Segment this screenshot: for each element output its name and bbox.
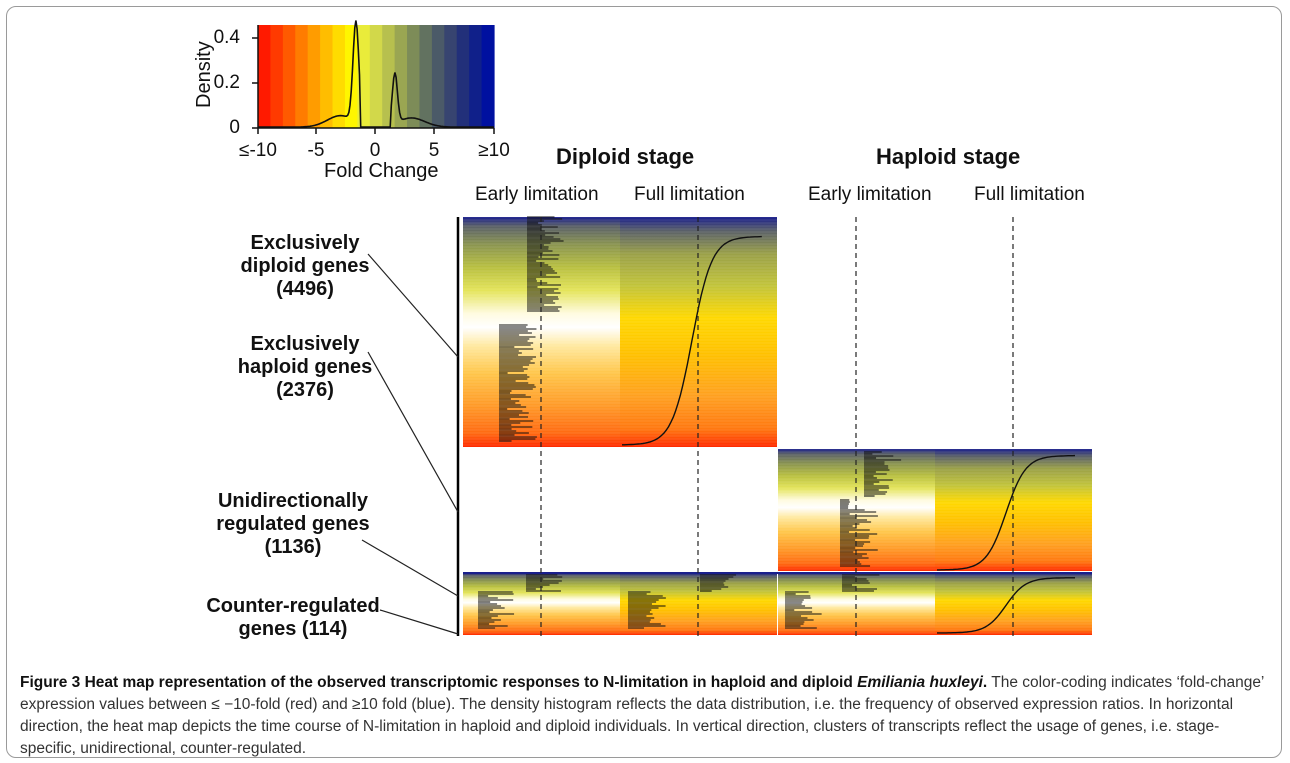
haploid-early-header: Early limitation [808,184,932,206]
scale-strip [432,25,445,128]
xtick-neg5: -5 [308,140,325,162]
scale-strip [333,25,346,128]
scale-strip [407,25,420,128]
scale-strip [270,25,283,128]
scale-strip [482,25,495,128]
haploid-stage-header: Haploid stage [876,144,1020,170]
density-xlabel: Fold Change [324,160,439,183]
scale-strip [469,25,482,128]
figure-caption: Figure 3 Heat map representation of the … [20,672,1270,760]
cluster-label-counter: Counter-regulated genes (114) [188,595,398,641]
scale-strip [320,25,333,128]
xtick-5: 5 [429,140,440,162]
scale-strip [308,25,321,128]
scale-strip [283,25,296,128]
ytick-0-2: 0.2 [200,72,240,94]
diploid-full-header: Full limitation [634,184,745,206]
caption-title: Figure 3 Heat map representation of the … [20,674,987,691]
haploid-full-header: Full limitation [974,184,1085,206]
cluster-label-diploid: Exclusively diploid genes (4496) [205,232,405,301]
xtick-0: 0 [370,140,381,162]
cluster-label-haploid: Exclusively haploid genes (2376) [205,333,405,402]
cluster-label-unidirectional: Unidirectionally regulated genes (1136) [198,490,388,559]
scale-strip [370,25,383,128]
scale-strip [444,25,457,128]
heatmap-panels [463,217,1092,635]
xtick-neg10: ≤-10 [239,140,277,162]
color-scale-bar [258,25,495,128]
scale-strip [258,25,271,128]
scale-strip [295,25,308,128]
ytick-0-4: 0.4 [200,27,240,49]
diploid-early-header: Early limitation [475,184,599,206]
xtick-10: ≥10 [478,140,510,162]
diploid-stage-header: Diploid stage [556,144,694,170]
ytick-0: 0 [200,117,240,139]
scale-strip [419,25,432,128]
scale-strip [457,25,470,128]
